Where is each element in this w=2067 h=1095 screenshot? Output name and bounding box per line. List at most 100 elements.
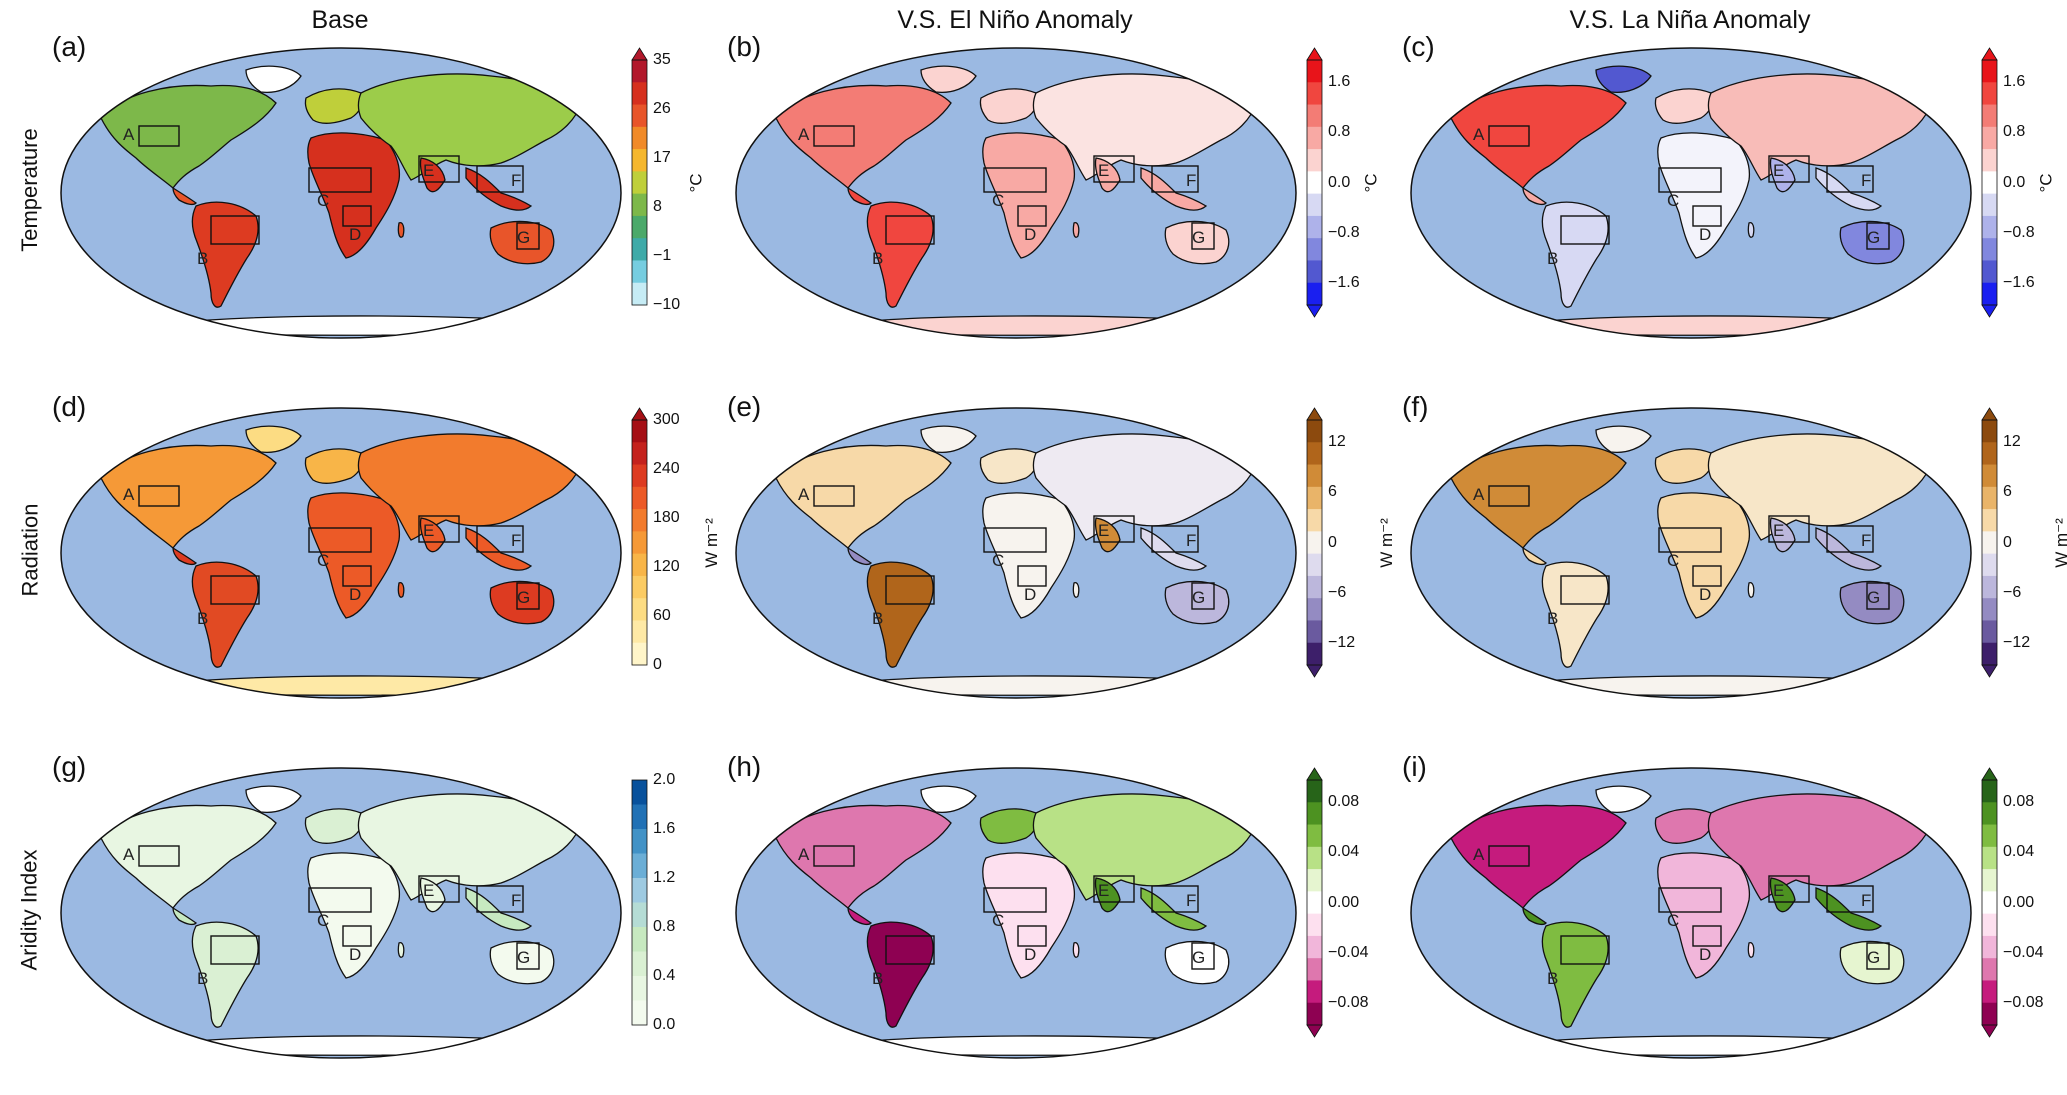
continent-antarctica bbox=[841, 1035, 1201, 1056]
colorbar-segment bbox=[1982, 575, 1997, 599]
region-box-G bbox=[516, 942, 540, 970]
colorbar-segment bbox=[1982, 238, 1997, 261]
colorbar-extend-min bbox=[1981, 304, 1998, 318]
continent-antarctica bbox=[166, 315, 526, 336]
colorbar-extend-min bbox=[1981, 664, 1998, 678]
colorbar-segment bbox=[1307, 60, 1322, 83]
colorbar-tick-label: −6 bbox=[2003, 583, 2022, 601]
colorbar-tick-label: 0.8 bbox=[1328, 123, 1351, 141]
colorbar-outline bbox=[631, 779, 648, 1026]
colorbar-outline bbox=[631, 419, 648, 666]
row-label-1: Radiation bbox=[10, 400, 50, 700]
region-label-G: G bbox=[517, 948, 530, 967]
continent-europe bbox=[979, 448, 1039, 484]
region-label-D: D bbox=[1024, 585, 1036, 604]
region-label-D: D bbox=[349, 225, 361, 244]
colorbar-unit: °C bbox=[1361, 172, 1381, 193]
colorbar-tick-label: −12 bbox=[1328, 633, 1356, 651]
continent-europe bbox=[1654, 448, 1714, 484]
map-border bbox=[735, 407, 1297, 699]
colorbar bbox=[1306, 407, 1323, 678]
colorbar-segment bbox=[1307, 980, 1322, 1004]
continent-europe bbox=[304, 808, 364, 844]
continent-asia bbox=[1032, 433, 1257, 541]
colorbar-segment bbox=[1307, 780, 1322, 803]
colorbar-segment bbox=[1982, 104, 1997, 128]
continent-seAsia bbox=[1140, 887, 1208, 931]
colorbar-segment bbox=[632, 282, 647, 306]
region-label-A: A bbox=[798, 845, 810, 864]
colorbar-segment bbox=[632, 804, 647, 830]
region-box-D bbox=[1017, 925, 1047, 947]
continent-seAsia bbox=[1815, 887, 1883, 931]
colorbar-tick-label: 300 bbox=[653, 411, 680, 428]
colorbar bbox=[1981, 767, 1998, 1038]
colorbar-segment bbox=[1307, 531, 1322, 555]
colorbar-tick-label: 0.8 bbox=[2003, 123, 2026, 141]
continent-centralAmerica bbox=[847, 906, 873, 926]
continent-india bbox=[419, 877, 446, 913]
colorbar-segment bbox=[1982, 846, 1997, 870]
region-box-B bbox=[210, 215, 260, 245]
colorbar-segment bbox=[1307, 575, 1322, 599]
colorbar-tick-label: 0.04 bbox=[1328, 843, 1360, 861]
colorbar-outline bbox=[1981, 419, 1998, 666]
region-box-A bbox=[1488, 485, 1530, 507]
colorbar-tick-label: 0.4 bbox=[653, 967, 676, 984]
colorbar-outline bbox=[631, 59, 648, 306]
region-label-B: B bbox=[872, 249, 883, 268]
continent-india bbox=[1769, 517, 1796, 553]
continent-madagascar bbox=[1747, 582, 1755, 598]
colorbar-segment bbox=[1307, 553, 1322, 577]
colorbar-segment bbox=[632, 149, 647, 172]
region-box-C bbox=[1658, 527, 1722, 553]
region-box-B bbox=[885, 575, 935, 605]
region-box-D bbox=[1692, 205, 1722, 227]
colorbar-segment bbox=[1982, 509, 1997, 532]
region-label-G: G bbox=[1867, 228, 1880, 247]
colorbar-segment bbox=[1307, 442, 1322, 466]
region-box-F bbox=[1151, 165, 1199, 193]
continent-india bbox=[1769, 157, 1796, 193]
region-label-A: A bbox=[1473, 485, 1485, 504]
colorbar-tick-label: 0.0 bbox=[653, 1016, 676, 1033]
column-title-0: Base bbox=[311, 6, 369, 34]
continent-seAsia bbox=[465, 887, 533, 931]
colorbar-tick-label: 180 bbox=[653, 509, 680, 526]
colorbar-segment bbox=[1982, 935, 1997, 959]
continent-northAmerica bbox=[100, 84, 277, 189]
colorbar-segment bbox=[1982, 642, 1997, 666]
colorbar-segment bbox=[632, 509, 647, 532]
map-panel-i: (i) A B C D E F G 0.08 0.04 0.00 −0.04 −0.08 bbox=[1402, 751, 2050, 1095]
region-box-F bbox=[1151, 525, 1199, 553]
region-label-E: E bbox=[1098, 521, 1109, 540]
region-box-A bbox=[813, 485, 855, 507]
colorbar-segment bbox=[1982, 464, 1997, 488]
colorbar-segment bbox=[632, 976, 647, 1001]
colorbar-segment bbox=[632, 238, 647, 261]
colorbar-tick-label: 0 bbox=[2003, 533, 2012, 551]
region-box-C bbox=[1658, 887, 1722, 913]
map-border bbox=[1410, 407, 1972, 699]
panel-letter: (f) bbox=[1402, 391, 1429, 422]
colorbar-segment bbox=[1307, 420, 1322, 443]
map-panel-b: (b) A B C D E F G 1.6 0.8 0.0 −0.8 −1.6 °C bbox=[727, 31, 1381, 375]
panel-letter: (i) bbox=[1402, 751, 1427, 782]
region-label-C: C bbox=[1667, 911, 1679, 930]
region-box-E bbox=[1093, 875, 1135, 903]
region-label-B: B bbox=[1547, 969, 1558, 988]
colorbar-extend-min bbox=[1306, 1024, 1323, 1038]
colorbar-segment bbox=[632, 104, 647, 128]
continent-greenland bbox=[920, 785, 977, 814]
continent-madagascar bbox=[1072, 222, 1080, 238]
region-label-B: B bbox=[197, 249, 208, 268]
continent-europe bbox=[979, 808, 1039, 844]
region-label-C: C bbox=[317, 911, 329, 930]
colorbar-segment bbox=[632, 927, 647, 952]
column-title-1: V.S. El Niño Anomaly bbox=[897, 6, 1133, 34]
continent-madagascar bbox=[1072, 942, 1080, 958]
region-label-F: F bbox=[1861, 891, 1871, 910]
colorbar-outline bbox=[1981, 779, 1998, 1026]
row-label-0: Temperature bbox=[10, 40, 50, 340]
region-box-G bbox=[1191, 222, 1215, 250]
